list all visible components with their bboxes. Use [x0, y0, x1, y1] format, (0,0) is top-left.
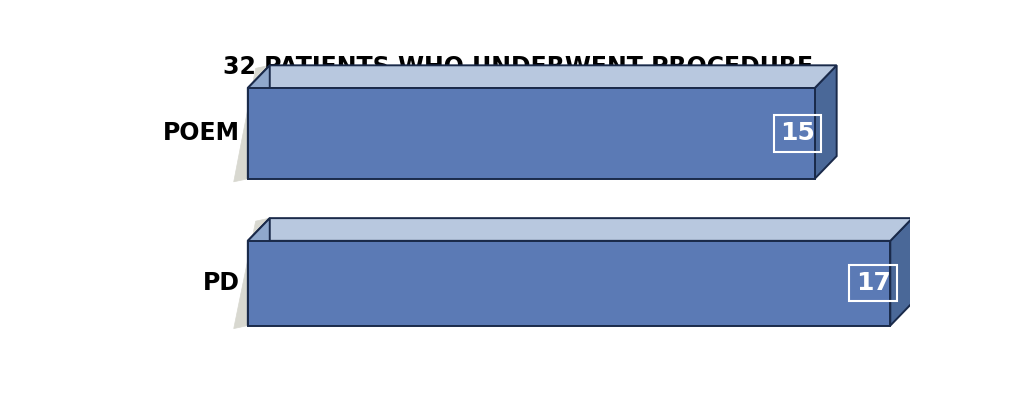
Polygon shape [248, 65, 270, 179]
Text: 17: 17 [855, 271, 891, 295]
Text: PD: PD [203, 271, 240, 295]
Bar [248, 88, 815, 179]
Polygon shape [815, 65, 837, 179]
Text: 32 PATIENTS WHO UNDERWENT PROCEDURE: 32 PATIENTS WHO UNDERWENT PROCEDURE [223, 55, 813, 79]
Polygon shape [891, 218, 912, 325]
Text: POEM: POEM [163, 121, 240, 145]
Polygon shape [248, 218, 912, 241]
Polygon shape [248, 65, 837, 88]
Bar [248, 241, 891, 325]
Polygon shape [248, 218, 270, 325]
Text: 15: 15 [780, 121, 815, 145]
Polygon shape [234, 218, 270, 329]
Polygon shape [234, 65, 270, 182]
